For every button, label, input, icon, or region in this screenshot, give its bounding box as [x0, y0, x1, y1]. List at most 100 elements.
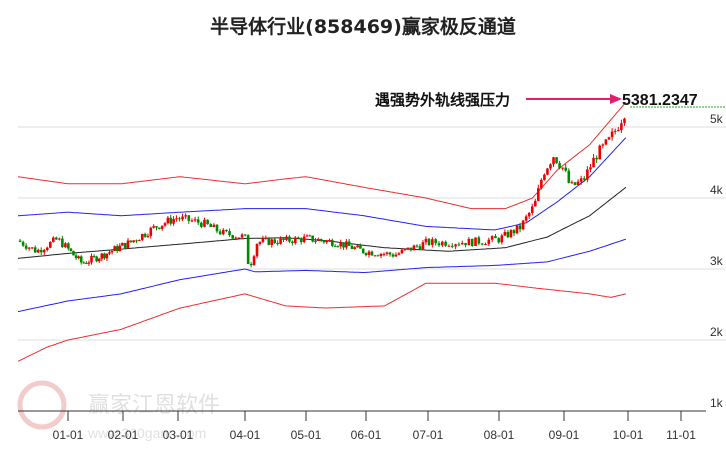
- candle-body: [579, 178, 583, 182]
- candle: [240, 233, 244, 240]
- candle-body: [403, 249, 407, 251]
- y-tick-label: 3k: [710, 254, 724, 268]
- candle: [503, 229, 507, 237]
- candle-body: [160, 225, 164, 229]
- candle-body: [225, 229, 228, 232]
- candle: [441, 240, 444, 248]
- candle: [570, 180, 574, 184]
- candle-body: [400, 249, 404, 254]
- candle-body: [258, 241, 262, 244]
- candle: [418, 244, 422, 251]
- candle: [64, 241, 67, 248]
- candle: [187, 215, 191, 224]
- candle-body: [178, 218, 181, 220]
- candle: [58, 237, 61, 241]
- x-tick-label: 06-01: [351, 428, 382, 442]
- candle-body: [158, 227, 161, 229]
- y-tick-label: 1k: [710, 396, 724, 410]
- candle-body: [103, 253, 106, 259]
- candle: [282, 238, 285, 243]
- candle: [561, 167, 564, 171]
- candle: [467, 237, 471, 246]
- chart-title: 半导体行业(858469)赢家极反通道: [210, 16, 516, 38]
- candle: [18, 238, 22, 243]
- band-lower-outer: [17, 282, 627, 362]
- candle-body: [345, 241, 348, 248]
- candle: [391, 252, 395, 258]
- candle-body: [129, 240, 133, 243]
- candle: [175, 215, 178, 222]
- candle-body: [299, 238, 303, 243]
- candle-body: [336, 246, 340, 248]
- candle: [607, 136, 611, 140]
- candle: [592, 154, 595, 168]
- candle: [231, 234, 234, 241]
- candle: [356, 243, 359, 248]
- candle-body: [490, 236, 494, 240]
- candle: [296, 236, 300, 239]
- candle-body: [543, 174, 546, 180]
- candle-body: [240, 234, 244, 238]
- candle-body: [261, 238, 265, 242]
- candle-body: [480, 243, 484, 245]
- candle-body: [564, 167, 568, 171]
- candle: [512, 229, 516, 237]
- candle-body: [55, 237, 58, 240]
- candle-body: [33, 247, 37, 253]
- candle-body: [118, 245, 122, 252]
- band-upper-inner: [17, 137, 627, 231]
- candle-body: [592, 157, 595, 168]
- candle: [558, 160, 561, 170]
- candle-body: [252, 256, 256, 266]
- candle: [82, 261, 86, 264]
- candle-body: [36, 249, 40, 253]
- candle-body: [524, 216, 528, 221]
- candle-body: [576, 181, 580, 185]
- candle-body: [64, 243, 67, 248]
- candle: [589, 164, 592, 173]
- candle: [67, 242, 70, 251]
- candle: [169, 214, 173, 226]
- candle: [243, 234, 247, 237]
- candle: [576, 179, 580, 186]
- x-tick-label: 07-01: [413, 428, 444, 442]
- candle-body: [604, 139, 608, 145]
- candle-body: [331, 239, 334, 246]
- candle: [113, 245, 116, 251]
- candle: [457, 242, 461, 247]
- candle-body: [353, 247, 357, 249]
- candle-body: [115, 246, 119, 252]
- candle: [613, 128, 617, 135]
- band-lower-inner: [17, 238, 627, 313]
- candle-body: [18, 240, 22, 242]
- candle-body: [385, 252, 389, 254]
- candle-body: [328, 239, 331, 241]
- candle: [474, 237, 477, 247]
- candle: [361, 248, 365, 254]
- x-tick-label: 09-01: [549, 428, 580, 442]
- candle-body: [527, 212, 531, 217]
- candle: [143, 232, 147, 238]
- candle-body: [388, 252, 392, 255]
- candle: [87, 260, 91, 266]
- candle-body: [421, 242, 425, 250]
- candle: [470, 238, 474, 247]
- candle: [27, 246, 31, 251]
- candle-body: [95, 256, 98, 262]
- candle: [33, 245, 37, 253]
- candle-body: [203, 219, 206, 227]
- candle: [623, 117, 626, 126]
- candle-body: [82, 262, 86, 264]
- candle: [509, 229, 513, 239]
- candle: [521, 219, 525, 231]
- candle-body: [397, 253, 401, 255]
- candle-body: [319, 239, 323, 241]
- candle-body: [243, 234, 247, 236]
- candle: [105, 253, 109, 261]
- candle: [118, 243, 122, 252]
- candle: [530, 203, 534, 216]
- candle: [336, 245, 340, 248]
- candle: [45, 246, 49, 252]
- candle-body: [454, 244, 457, 247]
- candle-body: [333, 245, 337, 247]
